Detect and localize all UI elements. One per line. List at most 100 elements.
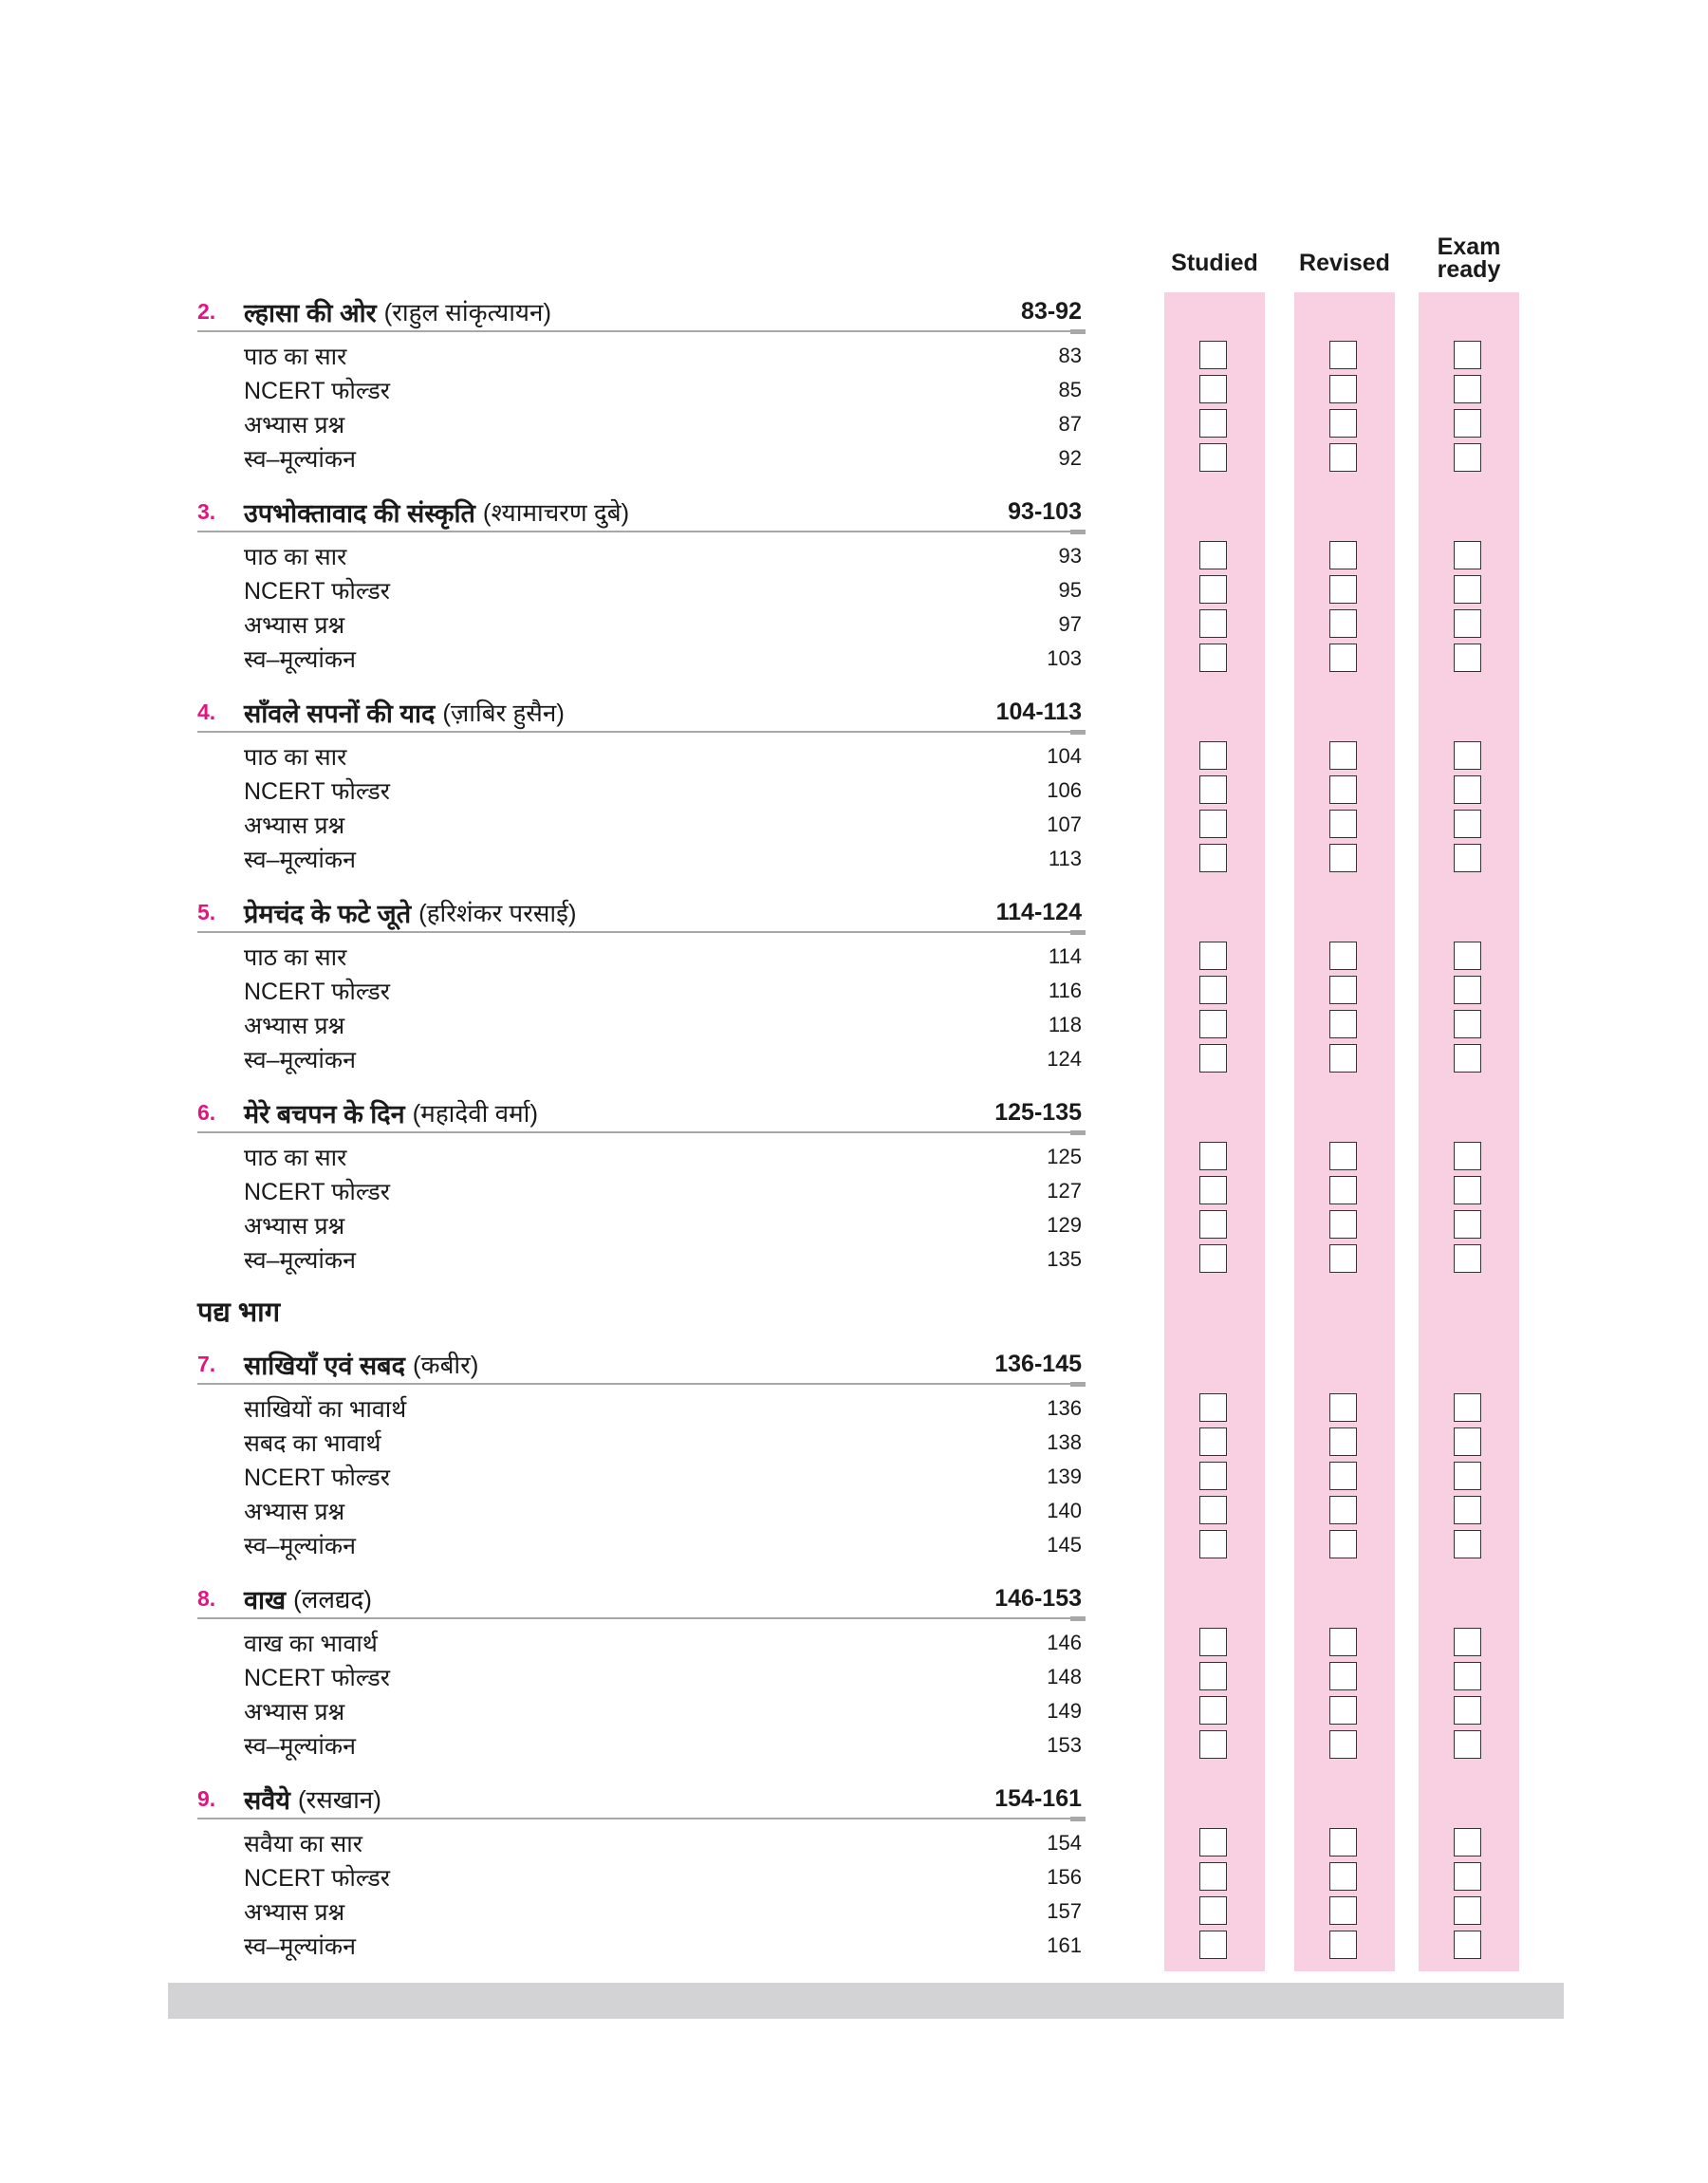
exam-ready-checkbox[interactable] bbox=[1454, 541, 1481, 569]
studied-checkbox[interactable] bbox=[1199, 1696, 1227, 1725]
studied-checkbox[interactable] bbox=[1199, 1044, 1227, 1073]
exam-ready-checkbox[interactable] bbox=[1454, 375, 1481, 403]
studied-checkbox[interactable] bbox=[1199, 1462, 1227, 1490]
exam-ready-checkbox[interactable] bbox=[1454, 1044, 1481, 1073]
exam-ready-checkbox[interactable] bbox=[1454, 1142, 1481, 1170]
revised-checkbox[interactable] bbox=[1329, 1931, 1357, 1959]
revised-checkbox[interactable] bbox=[1329, 1044, 1357, 1073]
studied-checkbox[interactable] bbox=[1199, 942, 1227, 970]
revised-checkbox[interactable] bbox=[1329, 1142, 1357, 1170]
revised-checkbox[interactable] bbox=[1329, 341, 1357, 369]
exam-ready-checkbox[interactable] bbox=[1454, 443, 1481, 472]
exam-ready-checkbox[interactable] bbox=[1454, 976, 1481, 1004]
exam-ready-checkbox[interactable] bbox=[1454, 1662, 1481, 1690]
exam-ready-checkbox[interactable] bbox=[1454, 1010, 1481, 1038]
exam-ready-checkbox[interactable] bbox=[1454, 741, 1481, 770]
studied-checkbox[interactable] bbox=[1199, 609, 1227, 638]
exam-ready-checkbox[interactable] bbox=[1454, 644, 1481, 672]
exam-ready-checkbox[interactable] bbox=[1454, 1244, 1481, 1273]
revised-checkbox[interactable] bbox=[1329, 775, 1357, 804]
revised-checkbox[interactable] bbox=[1329, 609, 1357, 638]
exam-ready-checkbox[interactable] bbox=[1454, 1393, 1481, 1422]
studied-checkbox[interactable] bbox=[1199, 1862, 1227, 1891]
exam-ready-checkbox[interactable] bbox=[1454, 341, 1481, 369]
studied-checkbox[interactable] bbox=[1199, 1530, 1227, 1558]
revised-checkbox[interactable] bbox=[1329, 810, 1357, 838]
revised-checkbox[interactable] bbox=[1329, 409, 1357, 438]
revised-checkbox[interactable] bbox=[1329, 644, 1357, 672]
studied-checkbox[interactable] bbox=[1199, 976, 1227, 1004]
revised-checkbox[interactable] bbox=[1329, 976, 1357, 1004]
revised-checkbox[interactable] bbox=[1329, 1176, 1357, 1204]
studied-checkbox[interactable] bbox=[1199, 1244, 1227, 1273]
exam-ready-checkbox[interactable] bbox=[1454, 810, 1481, 838]
studied-checkbox[interactable] bbox=[1199, 1662, 1227, 1690]
studied-checkbox[interactable] bbox=[1199, 1828, 1227, 1856]
studied-checkbox[interactable] bbox=[1199, 741, 1227, 770]
studied-checkbox[interactable] bbox=[1199, 341, 1227, 369]
revised-checkbox[interactable] bbox=[1329, 1730, 1357, 1759]
revised-checkbox[interactable] bbox=[1329, 1496, 1357, 1524]
exam-ready-checkbox[interactable] bbox=[1454, 942, 1481, 970]
exam-ready-checkbox[interactable] bbox=[1454, 1462, 1481, 1490]
exam-ready-checkbox[interactable] bbox=[1454, 1896, 1481, 1925]
exam-ready-checkbox[interactable] bbox=[1454, 575, 1481, 604]
studied-checkbox[interactable] bbox=[1199, 1730, 1227, 1759]
exam-ready-checkbox[interactable] bbox=[1454, 1931, 1481, 1959]
revised-checkbox[interactable] bbox=[1329, 844, 1357, 872]
studied-checkbox[interactable] bbox=[1199, 1142, 1227, 1170]
exam-ready-checkbox[interactable] bbox=[1454, 1427, 1481, 1456]
studied-checkbox[interactable] bbox=[1199, 1393, 1227, 1422]
exam-ready-checkbox[interactable] bbox=[1454, 844, 1481, 872]
revised-checkbox[interactable] bbox=[1329, 1427, 1357, 1456]
exam-ready-checkbox[interactable] bbox=[1454, 409, 1481, 438]
revised-checkbox[interactable] bbox=[1329, 1530, 1357, 1558]
studied-checkbox[interactable] bbox=[1199, 644, 1227, 672]
studied-checkbox[interactable] bbox=[1199, 575, 1227, 604]
revised-checkbox[interactable] bbox=[1329, 443, 1357, 472]
studied-checkbox[interactable] bbox=[1199, 409, 1227, 438]
revised-checkbox[interactable] bbox=[1329, 541, 1357, 569]
exam-ready-checkbox[interactable] bbox=[1454, 775, 1481, 804]
exam-ready-checkbox[interactable] bbox=[1454, 1530, 1481, 1558]
studied-checkbox[interactable] bbox=[1199, 1931, 1227, 1959]
studied-checkbox[interactable] bbox=[1199, 541, 1227, 569]
exam-ready-checkbox[interactable] bbox=[1454, 1696, 1481, 1725]
revised-checkbox[interactable] bbox=[1329, 1628, 1357, 1656]
exam-ready-checkbox[interactable] bbox=[1454, 1496, 1481, 1524]
exam-ready-checkbox[interactable] bbox=[1454, 609, 1481, 638]
exam-ready-checkbox[interactable] bbox=[1454, 1628, 1481, 1656]
revised-checkbox[interactable] bbox=[1329, 1828, 1357, 1856]
exam-ready-checkbox[interactable] bbox=[1454, 1862, 1481, 1891]
revised-checkbox[interactable] bbox=[1329, 1010, 1357, 1038]
revised-checkbox[interactable] bbox=[1329, 1662, 1357, 1690]
revised-checkbox[interactable] bbox=[1329, 375, 1357, 403]
studied-checkbox[interactable] bbox=[1199, 1496, 1227, 1524]
revised-checkbox[interactable] bbox=[1329, 942, 1357, 970]
revised-checkbox[interactable] bbox=[1329, 575, 1357, 604]
revised-header: Revised bbox=[1299, 250, 1390, 276]
exam-ready-checkbox[interactable] bbox=[1454, 1828, 1481, 1856]
exam-ready-checkbox[interactable] bbox=[1454, 1176, 1481, 1204]
studied-checkbox[interactable] bbox=[1199, 1628, 1227, 1656]
revised-checkbox[interactable] bbox=[1329, 741, 1357, 770]
studied-checkbox[interactable] bbox=[1199, 1176, 1227, 1204]
studied-checkbox[interactable] bbox=[1199, 1427, 1227, 1456]
studied-checkbox[interactable] bbox=[1199, 443, 1227, 472]
studied-checkbox[interactable] bbox=[1199, 810, 1227, 838]
revised-checkbox[interactable] bbox=[1329, 1393, 1357, 1422]
revised-checkbox[interactable] bbox=[1329, 1896, 1357, 1925]
revised-checkbox[interactable] bbox=[1329, 1862, 1357, 1891]
studied-checkbox[interactable] bbox=[1199, 1010, 1227, 1038]
studied-checkbox[interactable] bbox=[1199, 775, 1227, 804]
revised-checkbox[interactable] bbox=[1329, 1210, 1357, 1239]
studied-checkbox[interactable] bbox=[1199, 844, 1227, 872]
studied-checkbox[interactable] bbox=[1199, 375, 1227, 403]
studied-checkbox[interactable] bbox=[1199, 1896, 1227, 1925]
studied-checkbox[interactable] bbox=[1199, 1210, 1227, 1239]
exam-ready-checkbox[interactable] bbox=[1454, 1210, 1481, 1239]
revised-checkbox[interactable] bbox=[1329, 1462, 1357, 1490]
revised-checkbox[interactable] bbox=[1329, 1696, 1357, 1725]
exam-ready-checkbox[interactable] bbox=[1454, 1730, 1481, 1759]
revised-checkbox[interactable] bbox=[1329, 1244, 1357, 1273]
